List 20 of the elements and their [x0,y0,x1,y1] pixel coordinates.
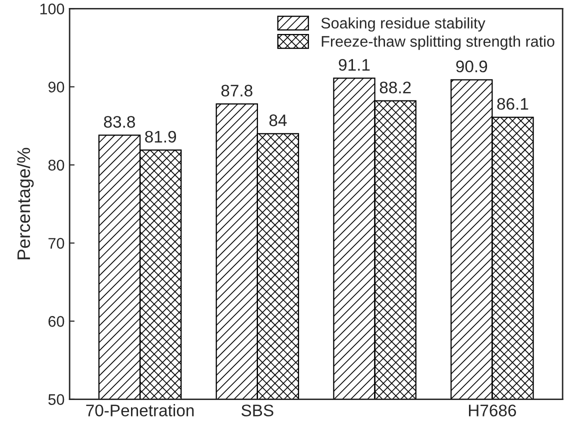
y-axis-title: Percentage/% [16,148,34,260]
y-tick-label: 50 [48,394,64,405]
data-label: 84 [269,114,287,126]
y-tick-label: 80 [48,160,64,171]
y-tick-label: 100 [40,4,64,14]
data-label: 88.2 [380,82,411,94]
legend-label: Freeze-thaw splitting strength ratio [322,36,554,50]
y-tick-label: 60 [48,316,64,327]
data-label: 90.9 [456,60,488,72]
x-tick-label: SBS [241,404,274,416]
data-label: 83.8 [104,116,135,128]
data-label: 81.9 [145,130,176,143]
data-label: 87.8 [221,84,252,97]
y-tick-label: 90 [48,82,64,92]
legend-label: Soaking residue stability [321,17,486,32]
data-label: 91.1 [338,58,370,71]
x-tick-label: H7686 [468,404,516,416]
x-tick-label: 70-Penetration [86,404,194,416]
data-label: 86.1 [497,98,528,110]
y-tick-label: 70 [48,238,64,249]
